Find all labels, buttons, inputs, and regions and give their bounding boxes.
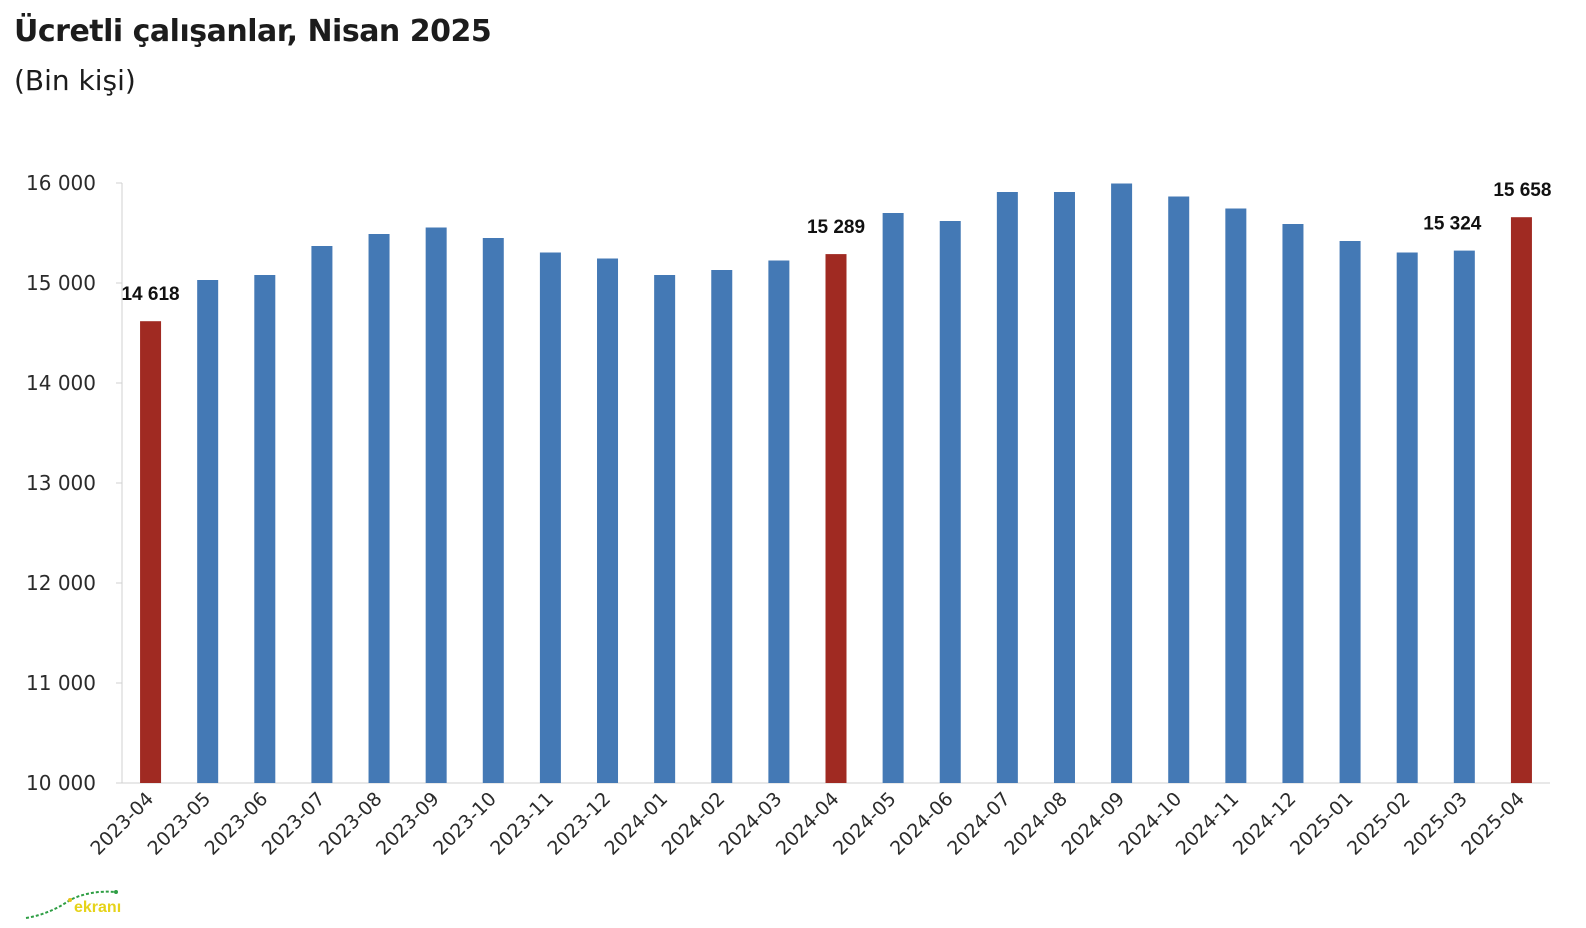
bar — [654, 275, 676, 783]
bar — [368, 234, 390, 783]
y-tick-label: 14 000 — [26, 371, 96, 395]
chart-subtitle: (Bin kişi) — [14, 64, 136, 97]
bar — [882, 213, 904, 783]
bar — [1053, 192, 1075, 783]
data-label: 15 289 — [807, 217, 865, 238]
bar — [254, 275, 276, 783]
bar — [597, 258, 619, 783]
bar — [825, 254, 847, 784]
logo-text: ekranı — [74, 899, 121, 916]
data-label: 14 618 — [121, 284, 179, 305]
data-label: 15 324 — [1423, 214, 1482, 235]
y-tick-label: 10 000 — [26, 771, 96, 795]
bar — [311, 246, 333, 783]
bar — [768, 260, 790, 783]
y-tick-label: 11 000 — [26, 671, 96, 695]
bar — [140, 321, 162, 783]
bar — [1168, 196, 1190, 783]
bar — [1453, 250, 1475, 784]
bar — [1111, 183, 1133, 783]
bar — [1510, 217, 1532, 783]
bar — [539, 252, 561, 783]
bar — [425, 227, 447, 783]
y-tick-label: 15 000 — [26, 271, 96, 295]
bar — [939, 221, 961, 783]
data-label: 15 658 — [1493, 180, 1551, 201]
bar — [1225, 208, 1247, 783]
y-tick-label: 13 000 — [26, 471, 96, 495]
bar — [1282, 224, 1304, 783]
bar — [711, 270, 733, 783]
bar — [996, 192, 1018, 783]
y-tick-label: 12 000 — [26, 571, 96, 595]
bar — [482, 238, 504, 783]
chart-title: Ücretli çalışanlar, Nisan 2025 — [14, 14, 492, 49]
bar — [1339, 241, 1361, 783]
x-tick-label: 2025-04 — [1457, 788, 1529, 860]
y-tick-label: 16 000 — [26, 171, 96, 195]
ekrani-logo: ekranı — [25, 890, 121, 919]
bar — [1396, 252, 1418, 783]
bar — [197, 280, 219, 783]
